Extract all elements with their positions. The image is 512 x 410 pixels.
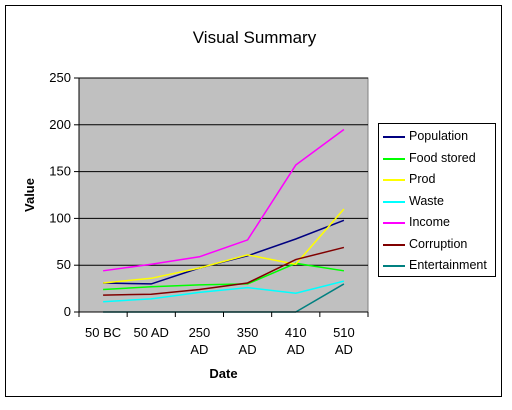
legend-item: Prod bbox=[379, 170, 495, 190]
x-tick-label: 50 BC bbox=[85, 325, 121, 340]
legend-item: Food stored bbox=[379, 149, 495, 169]
legend-swatch bbox=[383, 157, 405, 160]
y-tick-label: 150 bbox=[49, 164, 71, 179]
legend-item: Population bbox=[379, 127, 495, 147]
legend-label: Corruption bbox=[409, 236, 468, 251]
legend-label: Food stored bbox=[409, 150, 476, 165]
legend-label: Population bbox=[409, 129, 469, 143]
series-line-corruption bbox=[103, 246, 345, 296]
y-axis-title: Value bbox=[22, 178, 37, 212]
legend-swatch bbox=[383, 243, 405, 246]
x-tick-labels: 50 BC 50 AD 250 AD 350 AD 410 AD 510 AD bbox=[85, 325, 355, 357]
x-tick-label: 250 AD bbox=[189, 325, 211, 357]
x-tick-label: 50 AD bbox=[134, 325, 169, 340]
series-line-food-stored bbox=[103, 262, 345, 291]
legend-swatch bbox=[383, 179, 405, 181]
legend-swatch bbox=[383, 265, 405, 267]
series-line-income bbox=[102, 128, 345, 272]
legend-item: Waste bbox=[379, 192, 495, 212]
plot-background bbox=[78, 77, 369, 313]
legend-label: Entertainment bbox=[409, 258, 487, 272]
x-axis-title: Date bbox=[209, 366, 237, 381]
legend-swatch bbox=[383, 222, 405, 224]
y-tick-label: 0 bbox=[64, 304, 71, 319]
y-tick-label: 200 bbox=[49, 117, 71, 132]
legend-swatch bbox=[383, 136, 405, 138]
plot-area: 0 50 100 150 200 250 50 BC 50 AD 250 AD 350 AD 410 A… bbox=[22, 70, 369, 381]
y-tick-labels: 0 50 100 150 200 250 bbox=[49, 70, 71, 319]
legend-label: Income bbox=[409, 215, 450, 229]
y-tick-label: 100 bbox=[49, 210, 71, 225]
chart-frame: Visual Summary 0 50 100 150 200 250 50 BC 50 A… bbox=[5, 5, 502, 397]
y-tick-label: 250 bbox=[49, 70, 71, 85]
legend-item: Income bbox=[379, 213, 495, 233]
chart-title: Visual Summary bbox=[192, 28, 317, 47]
x-tick-label: 510 AD bbox=[333, 325, 355, 357]
legend-swatch bbox=[383, 200, 405, 203]
legend: Population Food stored Prod Waste Income Corr… bbox=[378, 123, 496, 277]
series-line-waste bbox=[103, 280, 345, 303]
legend-label: Waste bbox=[409, 193, 444, 208]
legend-item: Corruption bbox=[379, 235, 495, 255]
legend-label: Prod bbox=[409, 172, 436, 186]
x-tick-label: 410 AD bbox=[285, 325, 307, 357]
y-tick-label: 50 bbox=[57, 257, 71, 272]
axes bbox=[74, 77, 369, 317]
grid-lines bbox=[79, 77, 368, 266]
series-line-prod bbox=[103, 208, 345, 284]
x-tick-label: 350 AD bbox=[237, 325, 259, 357]
legend-item: Entertainment bbox=[379, 256, 495, 276]
